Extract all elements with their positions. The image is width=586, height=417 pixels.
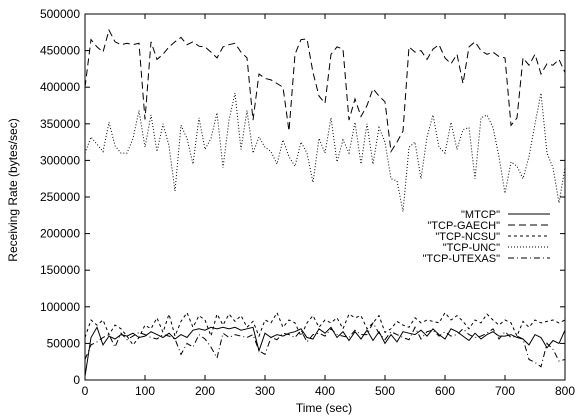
series-line-1	[84, 28, 566, 154]
y-axis-label: Receiving Rate (bytes/sec)	[6, 118, 20, 261]
series-lines	[84, 28, 566, 377]
plot-frame	[84, 13, 566, 381]
legend-label: "TCP-NCSU"	[435, 231, 500, 243]
x-tick-label: 800	[555, 384, 575, 398]
y-tick-label: 50000	[47, 336, 81, 350]
y-tick-label: 300000	[40, 153, 80, 167]
series-line-2	[84, 311, 566, 346]
series-line-0	[84, 326, 566, 377]
y-tick-label: 450000	[40, 44, 80, 58]
axes: 0 100 200 300 400 500 600 700 800 0 50000 100000 150…	[40, 7, 575, 398]
x-tick-label: 700	[495, 384, 515, 398]
legend: "MTCP""TCP-GAECH""TCP-NCSU""TCP-UNC""TCP…	[423, 209, 550, 265]
legend-label: "MTCP"	[461, 209, 500, 221]
x-tick-label: 200	[195, 384, 215, 398]
x-tick-label: 300	[255, 384, 275, 398]
x-tick-label: 400	[315, 384, 335, 398]
x-axis-label: Time (sec)	[296, 401, 352, 415]
y-tick-label: 400000	[40, 80, 80, 94]
x-tick-label: 600	[435, 384, 455, 398]
y-tick-label: 150000	[40, 263, 80, 277]
series-line-3	[84, 92, 566, 212]
y-tick-label: 200000	[40, 227, 80, 241]
x-tick-label: 100	[135, 384, 155, 398]
x-tick-label: 500	[375, 384, 395, 398]
y-tick-label: 100000	[40, 300, 80, 314]
y-tick-label: 0	[73, 373, 80, 387]
legend-label: "TCP-UTEXAS"	[423, 253, 501, 265]
y-tick-label: 500000	[40, 7, 80, 21]
legend-label: "TCP-UNC"	[443, 242, 500, 254]
legend-label: "TCP-GAECH"	[427, 220, 500, 232]
x-tick-label: 0	[82, 384, 89, 398]
y-tick-label: 250000	[40, 190, 80, 204]
series-line-4	[84, 321, 566, 368]
y-tick-label: 350000	[40, 117, 80, 131]
